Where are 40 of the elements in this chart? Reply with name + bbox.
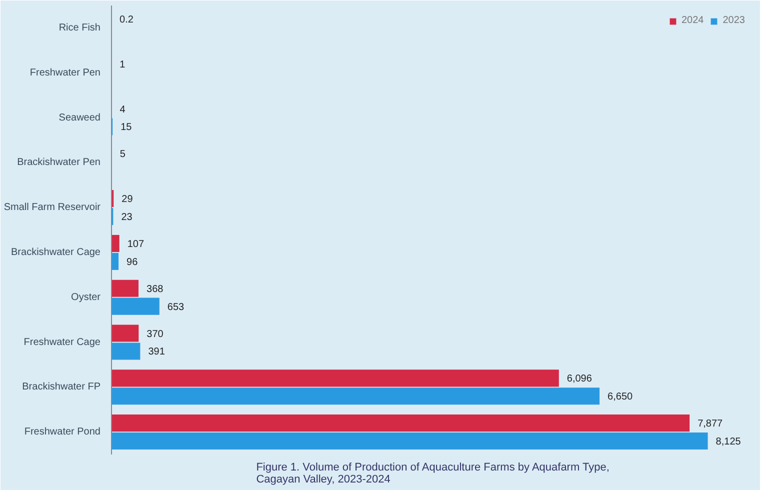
y-tick-label: Brackishwater FP bbox=[22, 382, 101, 393]
y-tick-label: Seaweed bbox=[58, 112, 101, 124]
bar bbox=[112, 414, 690, 432]
data-label: 6,096 bbox=[566, 374, 592, 385]
bar bbox=[112, 342, 140, 360]
data-label: 96 bbox=[126, 256, 138, 268]
data-label: 107 bbox=[127, 238, 144, 250]
bar bbox=[112, 280, 139, 297]
bar bbox=[112, 432, 708, 450]
y-tick-label: Small Farm Reservoir bbox=[4, 202, 102, 214]
data-label: 653 bbox=[167, 302, 185, 313]
data-label: 6,650 bbox=[608, 392, 634, 403]
data-label: 1 bbox=[120, 59, 126, 70]
y-tick-label: Brackishwater Cage bbox=[11, 246, 101, 258]
legend-label: 2023 bbox=[722, 15, 745, 26]
data-label: 15 bbox=[120, 122, 132, 134]
bar bbox=[112, 234, 120, 252]
data-label: 368 bbox=[146, 284, 164, 295]
data-label: 391 bbox=[148, 346, 166, 358]
bar bbox=[112, 388, 600, 405]
bar bbox=[112, 298, 160, 315]
data-label: 8,125 bbox=[716, 436, 742, 448]
data-label: 370 bbox=[146, 328, 164, 340]
y-tick-label: Rice Fish bbox=[58, 22, 101, 34]
y-tick-label: Oyster bbox=[71, 292, 102, 303]
data-label: 29 bbox=[122, 194, 134, 206]
data-label: 5 bbox=[120, 149, 126, 160]
data-label: 4 bbox=[120, 104, 126, 116]
bar bbox=[112, 252, 119, 270]
y-tick-label: Brackishwater Pen bbox=[17, 157, 101, 168]
data-label: 7,877 bbox=[698, 418, 724, 430]
legend-label: 2024 bbox=[682, 15, 704, 26]
bar bbox=[112, 370, 559, 387]
y-tick-label: Freshwater Pond bbox=[24, 426, 101, 438]
text: Figure 1. Volume of Production of Aquaculture Farms by Aquafarm Type, Cagayan Valley, 2023-2024 bbox=[256, 462, 610, 486]
y-tick-label: Freshwater Pen bbox=[30, 67, 101, 78]
data-label: 0.2 bbox=[120, 14, 134, 26]
bar bbox=[112, 324, 139, 342]
y-tick-label: Freshwater Cage bbox=[24, 336, 101, 348]
data-label: 23 bbox=[121, 212, 133, 224]
